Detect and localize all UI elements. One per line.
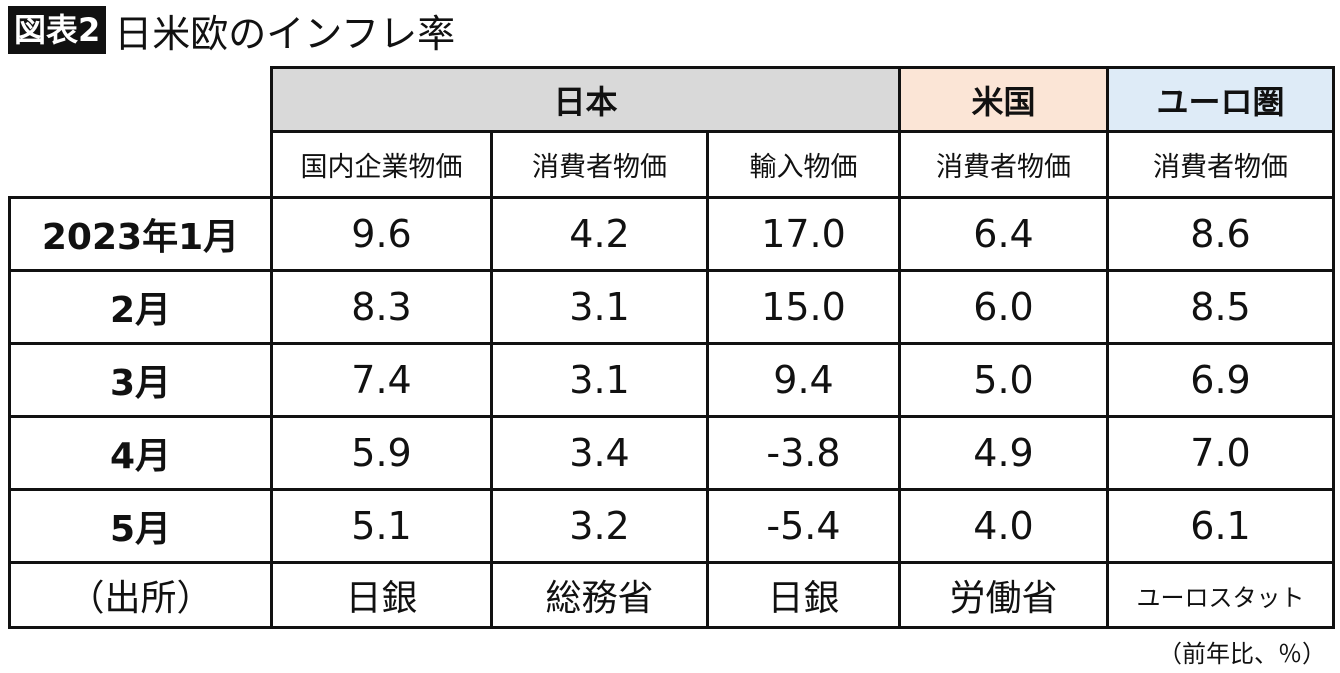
row-label: 2月 [8,269,273,345]
value-cell: 3.1 [490,342,709,418]
source-cell: （出所） [8,561,273,629]
column-header: 国内企業物価 [270,130,493,199]
data-row: 5月 5.1 3.2 -5.4 4.0 6.1 [8,488,1335,564]
group-header: 米国 [898,66,1109,133]
value-cell: 5.0 [898,342,1109,418]
value-cell: 6.1 [1106,488,1335,564]
source-cell: 日銀 [706,561,901,629]
value-cell: 17.0 [706,196,901,272]
value-cell: 4.0 [898,488,1109,564]
value-cell: 8.5 [1106,269,1335,345]
value-cell: 8.3 [270,269,493,345]
row-label: 4月 [8,415,273,491]
value-cell: 9.6 [270,196,493,272]
value-cell: 6.0 [898,269,1109,345]
value-cell: 3.4 [490,415,709,491]
source-cell: ユーロスタット [1106,561,1335,629]
data-row: 2023年1月 9.6 4.2 17.0 6.4 8.6 [8,196,1335,272]
value-cell: 6.4 [898,196,1109,272]
value-cell: 8.6 [1106,196,1335,272]
value-cell: 3.1 [490,269,709,345]
figure-label: 図表2 [8,6,107,54]
title-row: 図表2 日米欧のインフレ率 [8,6,455,56]
data-row: 2月 8.3 3.1 15.0 6.0 8.5 [8,269,1335,345]
column-header: 消費者物価 [490,130,709,199]
value-cell: 7.0 [1106,415,1335,491]
value-cell: 3.2 [490,488,709,564]
value-cell: 5.1 [270,488,493,564]
group-header: 日本 [270,66,901,133]
unit-note: （前年比、％） [1158,640,1326,668]
value-cell: -5.4 [706,488,901,564]
source-cell: 労働省 [898,561,1109,629]
row-label: 3月 [8,342,273,418]
inflation-table: 日本 米国 ユーロ圏 国内企業物価 消費者物価 輸入物価 消費者物価 消費者物価 202… [8,66,1335,629]
data-row: 3月 7.4 3.1 9.4 5.0 6.9 [8,342,1335,418]
row-label: 5月 [8,488,273,564]
column-header: 消費者物価 [1106,130,1335,199]
value-cell: 9.4 [706,342,901,418]
column-header: 輸入物価 [706,130,901,199]
column-row: 国内企業物価 消費者物価 輸入物価 消費者物価 消費者物価 [10,130,1335,199]
data-row: 4月 5.9 3.4 -3.8 4.9 7.0 [8,415,1335,491]
column-header: 消費者物価 [898,130,1109,199]
value-cell: 5.9 [270,415,493,491]
source-cell: 日銀 [270,561,493,629]
value-cell: 6.9 [1106,342,1335,418]
group-row: 日本 米国 ユーロ圏 [10,66,1335,133]
value-cell: 4.2 [490,196,709,272]
source-row: （出所） 日銀 総務省 日銀 労働省 ユーロスタット [8,561,1335,629]
value-cell: 15.0 [706,269,901,345]
value-cell: 4.9 [898,415,1109,491]
row-label: 2023年1月 [8,196,273,272]
value-cell: -3.8 [706,415,901,491]
source-cell: 総務省 [490,561,709,629]
group-header: ユーロ圏 [1106,66,1335,133]
value-cell: 7.4 [270,342,493,418]
blank-cell [10,68,272,198]
title: 日米欧のインフレ率 [114,11,456,56]
